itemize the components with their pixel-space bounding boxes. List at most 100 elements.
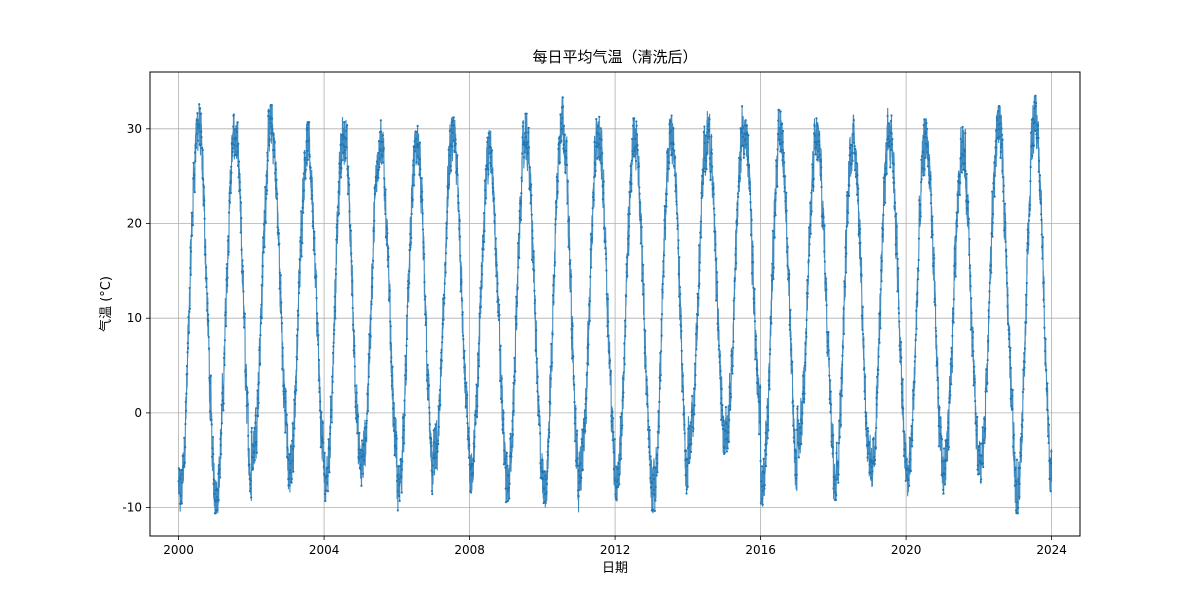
data-point <box>630 182 633 185</box>
data-point <box>798 422 801 425</box>
data-point <box>528 166 531 169</box>
data-point <box>202 184 205 187</box>
data-point <box>539 462 542 465</box>
data-point <box>401 460 404 463</box>
data-point <box>671 147 674 150</box>
data-point <box>707 122 711 125</box>
data-point <box>723 451 726 454</box>
data-point <box>884 201 887 204</box>
data-point <box>274 162 277 166</box>
data-point <box>409 241 413 244</box>
grid <box>150 72 1080 536</box>
data-point <box>804 361 807 364</box>
data-point <box>706 141 709 144</box>
data-point <box>611 410 614 413</box>
data-point <box>648 429 651 432</box>
data-point <box>493 213 497 217</box>
data-point <box>538 424 541 427</box>
data-point <box>302 211 305 214</box>
data-point <box>498 313 501 316</box>
data-point <box>490 171 493 174</box>
data-point <box>443 282 446 285</box>
data-point <box>340 158 344 162</box>
data-point <box>393 416 396 420</box>
data-point <box>266 151 269 154</box>
data-point <box>280 322 284 325</box>
data-point <box>1014 468 1017 471</box>
data-point <box>248 477 251 481</box>
data-point <box>249 482 252 486</box>
data-point <box>291 447 295 451</box>
data-point <box>919 211 922 214</box>
data-point <box>608 359 612 362</box>
data-point <box>621 399 624 402</box>
data-point <box>477 342 480 345</box>
data-point <box>462 338 465 341</box>
data-point <box>297 291 301 295</box>
data-point <box>993 161 996 164</box>
data-point <box>797 419 800 422</box>
data-point <box>471 471 474 475</box>
data-point <box>230 141 234 145</box>
data-point <box>776 148 779 151</box>
data-point <box>633 150 636 153</box>
data-point <box>983 419 986 422</box>
data-point <box>825 288 828 291</box>
data-point <box>547 445 550 448</box>
data-point <box>653 488 656 492</box>
data-point <box>678 256 681 259</box>
data-point <box>403 442 406 445</box>
data-point <box>913 380 916 383</box>
data-point <box>344 148 347 152</box>
data-point <box>1039 202 1042 205</box>
data-point <box>622 371 625 374</box>
data-point <box>358 452 361 455</box>
data-point <box>662 270 665 274</box>
data-point <box>856 193 859 196</box>
data-point <box>692 427 695 430</box>
data-point <box>385 225 388 229</box>
data-point <box>232 113 235 116</box>
data-point <box>1006 282 1009 285</box>
data-point <box>1026 235 1030 238</box>
data-point <box>871 470 874 473</box>
data-point <box>635 120 638 123</box>
data-point <box>426 398 430 401</box>
data-point <box>1009 397 1012 400</box>
data-point <box>696 325 699 328</box>
data-point <box>449 145 452 148</box>
data-point <box>842 332 846 336</box>
data-point <box>815 143 818 146</box>
data-point <box>660 318 663 321</box>
data-point <box>658 376 661 379</box>
data-point <box>504 466 507 469</box>
data-point <box>484 202 487 205</box>
data-point <box>449 169 453 172</box>
data-point <box>933 297 936 301</box>
data-point <box>256 407 259 410</box>
data-point <box>310 189 313 192</box>
data-point <box>978 460 982 463</box>
data-point <box>653 509 656 512</box>
data-point <box>497 298 500 301</box>
data-point <box>984 387 987 390</box>
data-point <box>451 145 454 148</box>
data-point <box>863 366 866 370</box>
data-point <box>908 436 911 439</box>
data-point <box>961 153 964 156</box>
data-point <box>639 242 642 245</box>
data-point <box>1011 407 1014 410</box>
data-point <box>412 159 415 162</box>
data-point <box>860 314 863 317</box>
data-point <box>976 415 979 418</box>
data-point <box>698 261 702 264</box>
data-point <box>975 433 978 436</box>
data-point <box>1034 94 1037 97</box>
data-point <box>829 390 832 393</box>
data-point <box>196 119 199 122</box>
data-point <box>753 312 756 315</box>
data-point <box>827 333 830 336</box>
data-point <box>406 337 409 341</box>
data-point <box>998 115 1002 119</box>
data-point <box>982 439 985 442</box>
